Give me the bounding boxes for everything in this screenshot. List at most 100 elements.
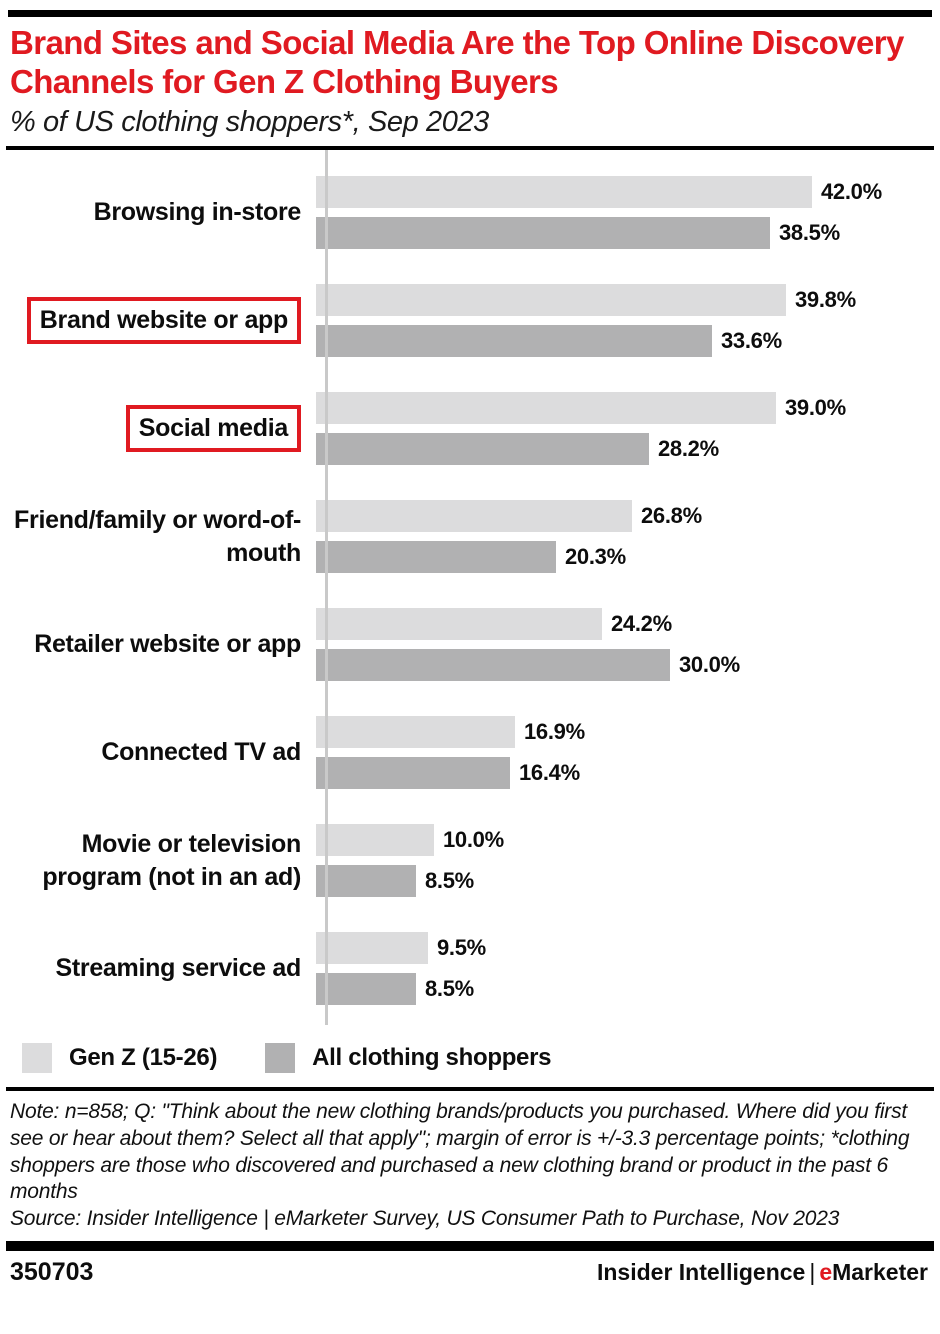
value-label: 38.5% — [779, 220, 840, 246]
note-text: Note: n=858; Q: "Think about the new clo… — [10, 1100, 910, 1204]
legend-item: All clothing shoppers — [265, 1043, 552, 1074]
category-cell: Retailer website or app — [0, 628, 313, 661]
bar-all-shoppers — [316, 757, 510, 790]
legend-item: Gen Z (15-26) — [22, 1043, 218, 1074]
category-cell: Friend/family or word-of-mouth — [0, 504, 313, 569]
category-cell: Brand website or app — [0, 297, 313, 344]
chart-row: Browsing in-store 42.0% 38.5% — [0, 176, 940, 250]
legend-swatch — [265, 1043, 296, 1074]
bar-gen-z — [316, 500, 632, 533]
bars-cell: 26.8% 20.3% — [316, 500, 940, 574]
bar-all-shoppers — [316, 541, 556, 574]
bar-gen-z — [316, 608, 602, 641]
value-label: 42.0% — [821, 179, 882, 205]
category-label: Streaming service ad — [55, 954, 301, 983]
chart-header: Brand Sites and Social Media Are the Top… — [0, 17, 940, 146]
category-cell: Browsing in-store — [0, 196, 313, 229]
bar-line: 39.0% — [316, 392, 940, 425]
bar-line: 16.9% — [316, 716, 940, 749]
bars-cell: 16.9% 16.4% — [316, 716, 940, 790]
bar-line: 30.0% — [316, 649, 940, 682]
value-label: 39.8% — [795, 287, 856, 313]
source-text: Source: Insider Intelligence | eMarketer… — [10, 1206, 840, 1230]
chart-id: 350703 — [10, 1257, 94, 1286]
brand-logo: Insider Intelligence | eMarketer — [597, 1259, 928, 1286]
chart-row: Movie or television program (not in an a… — [0, 824, 940, 898]
bar-all-shoppers — [316, 649, 670, 682]
bar-all-shoppers — [316, 217, 770, 250]
bar-line: 16.4% — [316, 757, 940, 790]
value-label: 16.4% — [519, 760, 580, 786]
category-label: Friend/family or word-of-mouth — [14, 506, 301, 567]
value-label: 33.6% — [721, 328, 782, 354]
bars-cell: 39.0% 28.2% — [316, 392, 940, 466]
bar-line: 9.5% — [316, 932, 940, 965]
bars-cell: 39.8% 33.6% — [316, 284, 940, 358]
bars-cell: 42.0% 38.5% — [316, 176, 940, 250]
bar-line: 42.0% — [316, 176, 940, 209]
category-label: Connected TV ad — [101, 738, 301, 767]
bar-gen-z — [316, 932, 428, 965]
value-label: 8.5% — [425, 868, 474, 894]
value-label: 28.2% — [658, 436, 719, 462]
value-label: 20.3% — [565, 544, 626, 570]
chart-legend: Gen Z (15-26) All clothing shoppers — [22, 1043, 940, 1074]
chart-title: Brand Sites and Social Media Are the Top… — [10, 24, 904, 100]
bar-line: 39.8% — [316, 284, 940, 317]
value-label: 30.0% — [679, 652, 740, 678]
chart-subtitle: % of US clothing shoppers*, Sep 2023 — [10, 106, 489, 139]
chart-row: Brand website or app 39.8% 33.6% — [0, 284, 940, 358]
brand-emarketer-e: e — [819, 1258, 833, 1285]
bar-gen-z — [316, 392, 776, 425]
header-divider — [6, 146, 934, 151]
chart-row: Streaming service ad 9.5% 8.5% — [0, 932, 940, 1006]
bars-cell: 24.2% 30.0% — [316, 608, 940, 682]
category-label: Retailer website or app — [34, 630, 301, 659]
brand-insider-intelligence: Insider Intelligence — [596, 1258, 806, 1285]
bar-gen-z — [316, 176, 812, 209]
bar-line: 33.6% — [316, 325, 940, 358]
value-label: 39.0% — [785, 395, 846, 421]
footer-divider — [6, 1240, 934, 1251]
bar-gen-z — [316, 716, 515, 749]
category-cell: Social media — [0, 405, 313, 452]
chart-row: Friend/family or word-of-mouth 26.8% 20.3% — [0, 500, 940, 574]
bar-line: 20.3% — [316, 541, 940, 574]
value-label: 8.5% — [425, 976, 474, 1002]
category-label-highlighted: Brand website or app — [26, 297, 301, 344]
legend-label: All clothing shoppers — [312, 1044, 552, 1072]
bars-cell: 10.0% 8.5% — [316, 824, 940, 898]
legend-label: Gen Z (15-26) — [69, 1044, 218, 1072]
chart-footer: 350703 Insider Intelligence | eMarketer — [0, 1251, 940, 1287]
category-label: Movie or television program (not in an a… — [42, 830, 301, 891]
brand-separator: | — [809, 1258, 816, 1285]
bar-all-shoppers — [316, 325, 712, 358]
category-label-highlighted: Social media — [125, 405, 301, 452]
notes-block: Note: n=858; Q: "Think about the new clo… — [0, 1091, 940, 1238]
top-accent-bar — [8, 10, 932, 17]
bar-gen-z — [316, 824, 434, 857]
category-cell: Movie or television program (not in an a… — [0, 828, 313, 893]
chart-row: Retailer website or app 24.2% 30.0% — [0, 608, 940, 682]
legend-swatch — [22, 1043, 52, 1074]
bar-chart: Browsing in-store 42.0% 38.5% Brand website… — [0, 150, 940, 1026]
bar-all-shoppers — [316, 433, 649, 466]
bar-line: 38.5% — [316, 217, 940, 250]
value-label: 10.0% — [443, 827, 504, 853]
value-label: 24.2% — [611, 611, 672, 637]
y-axis-line — [325, 150, 328, 1026]
bar-line: 8.5% — [316, 865, 940, 898]
bar-gen-z — [316, 284, 786, 317]
bars-cell: 9.5% 8.5% — [316, 932, 940, 1006]
category-cell: Connected TV ad — [0, 736, 313, 769]
bar-line: 28.2% — [316, 433, 940, 466]
bar-all-shoppers — [316, 973, 416, 1006]
notes-divider — [6, 1087, 934, 1092]
bar-all-shoppers — [316, 865, 416, 898]
brand-emarketer-rest: Marketer — [832, 1258, 928, 1285]
bar-line: 10.0% — [316, 824, 940, 857]
chart-row: Connected TV ad 16.9% 16.4% — [0, 716, 940, 790]
value-label: 9.5% — [437, 935, 486, 961]
value-label: 16.9% — [524, 719, 585, 745]
category-cell: Streaming service ad — [0, 952, 313, 985]
